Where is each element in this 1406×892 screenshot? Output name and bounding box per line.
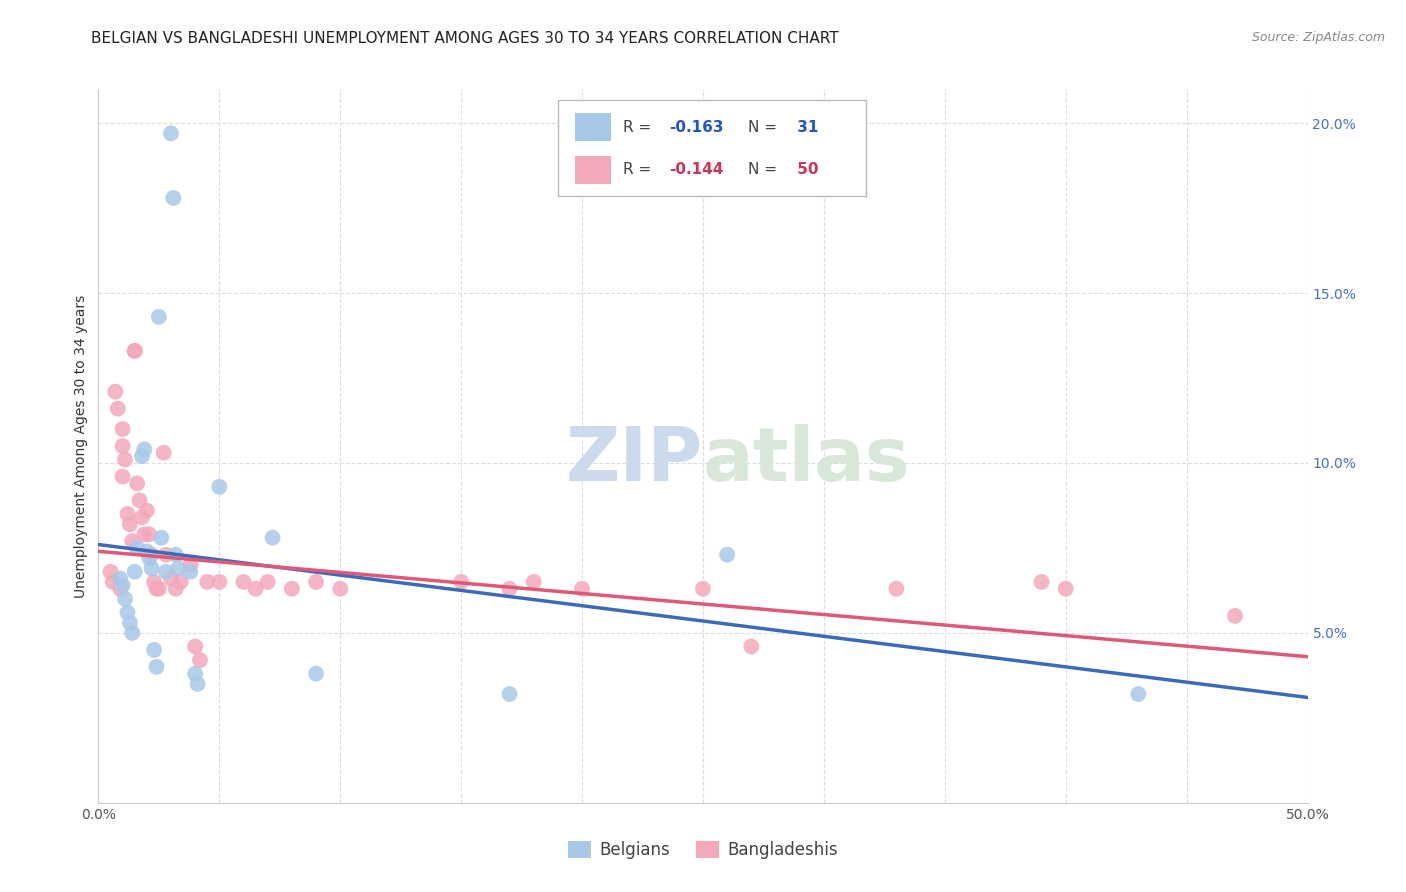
Point — [121, 626, 143, 640]
Point — [143, 643, 166, 657]
Point — [134, 442, 156, 457]
Point — [124, 565, 146, 579]
Point — [111, 578, 134, 592]
Point — [127, 541, 149, 555]
Text: BELGIAN VS BANGLADESHI UNEMPLOYMENT AMONG AGES 30 TO 34 YEARS CORRELATION CHART: BELGIAN VS BANGLADESHI UNEMPLOYMENT AMON… — [91, 31, 839, 46]
Point — [716, 548, 738, 562]
Point — [118, 517, 141, 532]
Point — [232, 574, 254, 589]
Point — [160, 127, 183, 141]
Point — [148, 582, 170, 596]
Bar — [575, 155, 612, 184]
Point — [187, 677, 209, 691]
Point — [305, 666, 328, 681]
Point — [208, 574, 231, 589]
Point — [117, 606, 139, 620]
Text: 31: 31 — [793, 120, 818, 135]
Point — [124, 343, 146, 358]
Text: 50: 50 — [793, 162, 818, 178]
Point — [107, 401, 129, 416]
Point — [886, 582, 908, 596]
Text: R =: R = — [623, 162, 657, 178]
Point — [155, 565, 177, 579]
Y-axis label: Unemployment Among Ages 30 to 34 years: Unemployment Among Ages 30 to 34 years — [75, 294, 89, 598]
Point — [245, 582, 267, 596]
Point — [138, 527, 160, 541]
Point — [124, 343, 146, 358]
Point — [1054, 582, 1077, 596]
Point — [162, 191, 184, 205]
Point — [160, 572, 183, 586]
Point — [100, 565, 122, 579]
Text: R =: R = — [623, 120, 657, 135]
Point — [111, 422, 134, 436]
Text: -0.163: -0.163 — [669, 120, 724, 135]
Point — [740, 640, 762, 654]
Legend: Belgians, Bangladeshis: Belgians, Bangladeshis — [561, 834, 845, 866]
Bar — [575, 112, 612, 141]
Bar — [558, 100, 866, 196]
Text: N =: N = — [748, 120, 782, 135]
Point — [131, 510, 153, 524]
Point — [117, 507, 139, 521]
Point — [523, 574, 546, 589]
Point — [329, 582, 352, 596]
Point — [145, 660, 167, 674]
Point — [498, 582, 520, 596]
Point — [195, 574, 218, 589]
Point — [128, 493, 150, 508]
Point — [165, 582, 187, 596]
Point — [152, 446, 174, 460]
Point — [167, 561, 190, 575]
Point — [108, 572, 131, 586]
Point — [114, 591, 136, 606]
Point — [165, 548, 187, 562]
Point — [101, 574, 124, 589]
Point — [135, 544, 157, 558]
Point — [208, 480, 231, 494]
Point — [148, 310, 170, 324]
Point — [571, 582, 593, 596]
Point — [1223, 608, 1246, 623]
Point — [134, 527, 156, 541]
Point — [262, 531, 284, 545]
Point — [104, 384, 127, 399]
Point — [155, 548, 177, 562]
Point — [150, 531, 173, 545]
Point — [498, 687, 520, 701]
Point — [305, 574, 328, 589]
Point — [188, 653, 211, 667]
Point — [114, 452, 136, 467]
Point — [111, 469, 134, 483]
Text: Source: ZipAtlas.com: Source: ZipAtlas.com — [1251, 31, 1385, 45]
Text: N =: N = — [748, 162, 782, 178]
Point — [692, 582, 714, 596]
Point — [1031, 574, 1053, 589]
Point — [184, 640, 207, 654]
Text: -0.144: -0.144 — [669, 162, 724, 178]
Point — [450, 574, 472, 589]
Point — [141, 561, 163, 575]
Point — [1128, 687, 1150, 701]
Text: atlas: atlas — [703, 424, 910, 497]
Point — [184, 666, 207, 681]
Point — [108, 582, 131, 596]
Point — [127, 476, 149, 491]
Point — [121, 534, 143, 549]
Point — [111, 439, 134, 453]
Point — [138, 551, 160, 566]
Point — [135, 503, 157, 517]
Point — [145, 582, 167, 596]
Point — [169, 574, 191, 589]
Point — [179, 558, 201, 572]
Point — [179, 565, 201, 579]
Point — [118, 615, 141, 630]
Point — [281, 582, 304, 596]
Point — [141, 548, 163, 562]
Text: ZIP: ZIP — [565, 424, 703, 497]
Point — [143, 574, 166, 589]
Point — [256, 574, 278, 589]
Point — [131, 449, 153, 463]
